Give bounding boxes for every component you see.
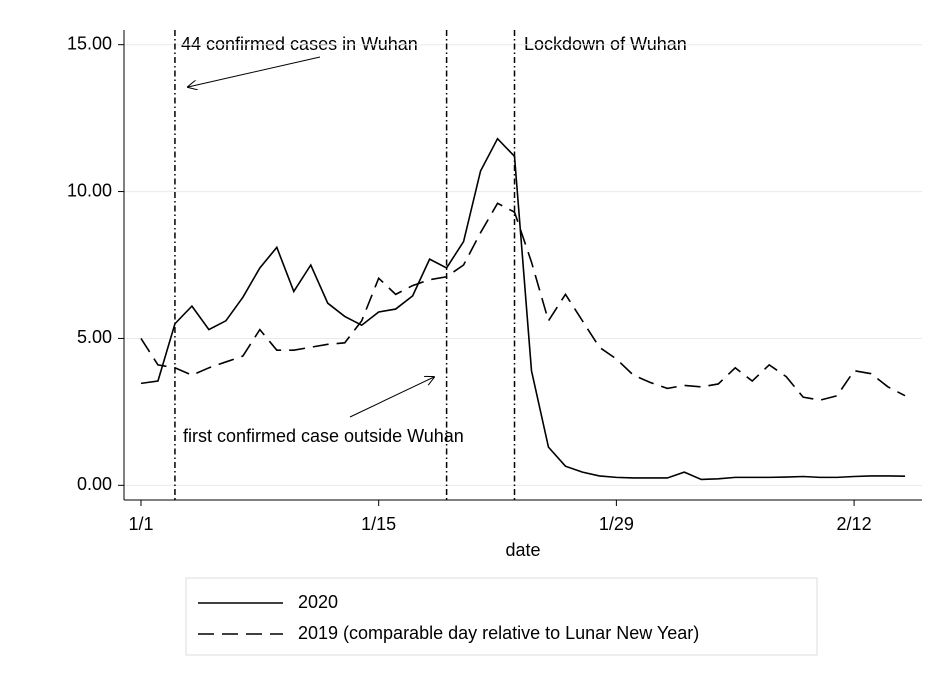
line-series [140, 202, 906, 401]
annotation: Lockdown of Wuhan [524, 34, 687, 54]
y-tick-label: 5.00 [77, 327, 112, 347]
legend [185, 577, 818, 656]
x-tick-label: 2/12 [837, 514, 872, 534]
x-tick-label: 1/29 [599, 514, 634, 534]
annotation: first confirmed case outside Wuhan [183, 426, 464, 446]
x-tick-label: 1/15 [361, 514, 396, 534]
line-series [140, 137, 906, 481]
x-axis-title: date [505, 540, 540, 560]
annotation-arrow [188, 56, 321, 87]
x-tick-label: 1/1 [128, 514, 153, 534]
legend-label: 2020 [298, 592, 338, 612]
annotation: 44 confirmed cases in Wuhan [181, 34, 418, 54]
annotation-arrow [349, 377, 434, 418]
y-tick-label: 10.00 [67, 180, 112, 200]
y-tick-label: 0.00 [77, 474, 112, 494]
y-tick-label: 15.00 [67, 33, 112, 53]
legend-label: 2019 (comparable day relative to Lunar N… [298, 623, 699, 643]
